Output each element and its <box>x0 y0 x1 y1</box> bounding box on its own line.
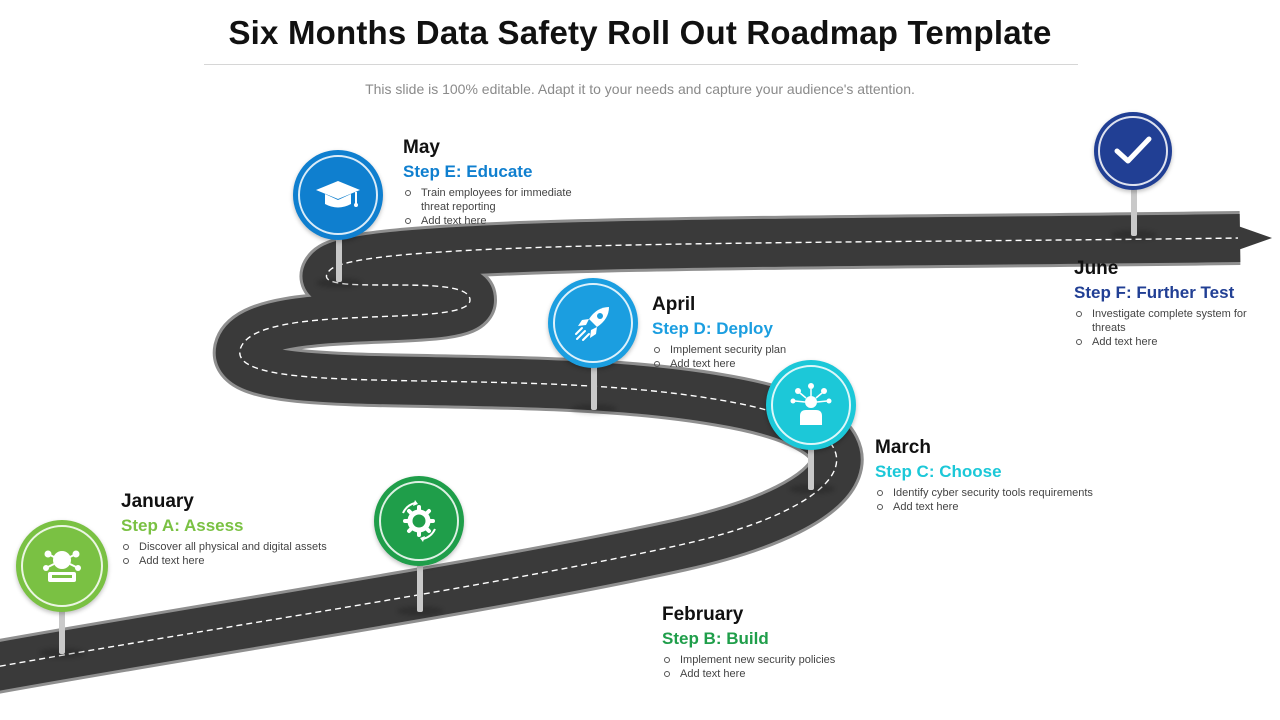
bullet-item: Discover all physical and digital assets <box>121 540 381 554</box>
step-b-badge <box>374 476 464 566</box>
bullet-item: Add text here <box>652 357 852 371</box>
step-e-badge <box>293 150 383 240</box>
bullet-item: Train employees for immediate threat rep… <box>403 186 573 214</box>
step-d-text: April Step D: Deploy Implement security … <box>652 294 852 371</box>
step-name: Step A: Assess <box>121 516 244 535</box>
bullet-item: Add text here <box>1074 335 1254 349</box>
page-title: Six Months Data Safety Roll Out Roadmap … <box>228 14 1052 51</box>
step-month: June <box>1074 258 1119 279</box>
rocket-icon <box>575 307 609 341</box>
bullet-item: Implement security plan <box>652 343 852 357</box>
step-name: Step C: Choose <box>875 462 1002 481</box>
step-c-badge <box>766 360 856 450</box>
step-month: March <box>875 437 931 458</box>
pin-step-e <box>293 150 385 300</box>
step-bullets: Discover all physical and digital assets… <box>121 540 381 568</box>
graduation-cap-icon <box>316 181 360 208</box>
step-a-badge <box>16 520 108 612</box>
pin-step-c <box>766 360 858 510</box>
bullet-item: Add text here <box>875 500 1135 514</box>
step-name: Step D: Deploy <box>652 319 773 338</box>
step-name: Step B: Build <box>662 629 769 648</box>
step-c-text: March Step C: Choose Identify cyber secu… <box>875 437 1135 514</box>
step-bullets: Implement security plan Add text here <box>652 343 852 371</box>
step-b-text: February Step B: Build Implement new sec… <box>662 604 922 681</box>
step-d-badge <box>548 278 638 368</box>
checkmark-icon <box>1114 136 1152 164</box>
gear-cycle-icon <box>402 500 436 542</box>
bullet-item: Add text here <box>121 554 381 568</box>
step-e-text: May Step E: Educate Train employees for … <box>403 137 573 228</box>
step-month: January <box>121 491 194 512</box>
step-bullets: Identify cyber security tools requiremen… <box>875 486 1135 514</box>
step-a-text: January Step A: Assess Discover all phys… <box>121 491 381 568</box>
step-f-text: June Step F: Further Test Investigate co… <box>1074 258 1254 349</box>
page-subtitle: This slide is 100% editable. Adapt it to… <box>365 81 915 97</box>
pin-step-b <box>374 476 466 626</box>
step-month: February <box>662 604 744 625</box>
step-bullets: Implement new security policies Add text… <box>662 653 922 681</box>
road-arrowhead <box>1238 226 1272 250</box>
pin-step-a <box>16 520 108 670</box>
step-month: April <box>652 294 696 315</box>
bullet-item: Add text here <box>403 214 573 228</box>
bullet-item: Identify cyber security tools requiremen… <box>875 486 1135 500</box>
step-name: Step F: Further Test <box>1074 283 1235 302</box>
step-name: Step E: Educate <box>403 162 533 181</box>
bullet-item: Add text here <box>662 667 922 681</box>
title-divider <box>204 64 1078 65</box>
pin-step-d <box>548 278 640 428</box>
step-bullets: Investigate complete system for threats … <box>1074 307 1254 349</box>
bullet-item: Implement new security policies <box>662 653 922 667</box>
pin-step-f <box>1094 112 1174 252</box>
bullet-item: Investigate complete system for threats <box>1074 307 1254 335</box>
brain-network-icon <box>43 550 81 582</box>
person-network-icon <box>790 383 832 425</box>
step-month: May <box>403 137 440 158</box>
step-f-badge <box>1094 112 1172 190</box>
step-bullets: Train employees for immediate threat rep… <box>403 186 573 228</box>
